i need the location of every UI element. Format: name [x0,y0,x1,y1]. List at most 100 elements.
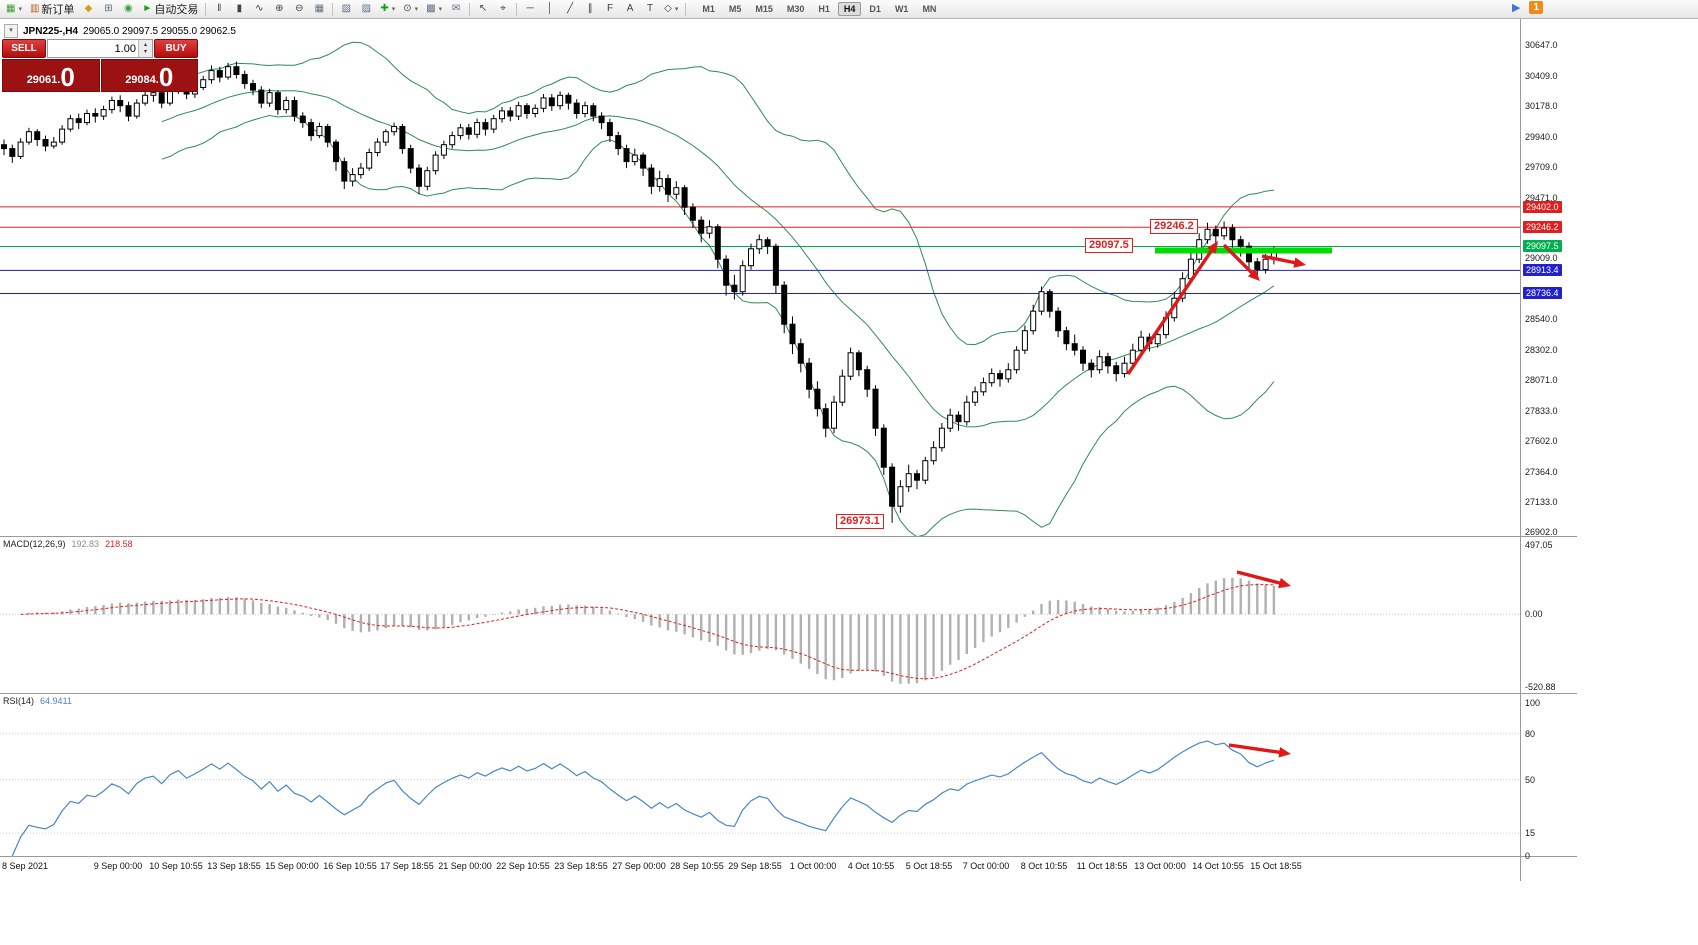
chart-profiles-button[interactable]: ◆ [79,1,97,17]
candle [407,148,414,169]
timeframe-m30-button[interactable]: M30 [781,2,811,16]
macd-panel-canvas[interactable] [0,536,1520,693]
candle [1021,330,1028,351]
trend-arrow[interactable] [1126,246,1215,375]
trend-arrow-head [1278,747,1291,758]
notification-badge[interactable]: 1 [1529,1,1544,14]
panel-separator[interactable] [0,536,1577,537]
buy-price-display[interactable]: 29084. 0 [100,59,198,92]
scroll-to-end-icon[interactable]: ▶ [1512,2,1521,14]
template-selector-button[interactable]: ▩ ▾ [423,1,445,17]
timeframe-h1-button[interactable]: H1 [812,2,836,16]
time-axis-label: 15 Oct 18:55 [1250,861,1302,871]
navigator-button[interactable]: ◉ [119,1,137,17]
new-chart-button[interactable]: ▦ ▾ [3,1,25,17]
candle [1005,369,1012,380]
tile-windows-button[interactable]: ▦ [310,1,328,17]
candle [1030,310,1037,332]
time-axis-label: 23 Sep 18:55 [554,861,608,871]
crosshair-tool-button[interactable]: ⌖ [494,1,512,17]
candle [142,94,149,104]
candle [889,466,896,507]
cascade-windows-button[interactable]: ▧ [337,1,355,17]
price-tick: 27133.0 [1525,497,1558,507]
volume-input[interactable] [48,40,138,57]
candle [864,369,871,390]
chart-bars-mode-button[interactable]: ‖ [210,1,228,17]
timeframe-d1-button[interactable]: D1 [863,2,887,16]
text-tool-button[interactable]: A [621,1,639,17]
panel-separator[interactable] [0,856,1577,857]
candle [748,248,754,267]
period-selector-button[interactable]: ⊙ ▾ [400,1,421,17]
candle [474,122,481,135]
timeframe-h4-button[interactable]: H4 [837,2,862,16]
candle [233,66,240,76]
candle [789,323,796,345]
timeframe-mn-button[interactable]: MN [916,2,942,16]
label-tool-button[interactable]: T [641,1,659,17]
autotrading-button[interactable]: ► 自动交易 [139,1,201,17]
rsi-line [11,740,1275,856]
trend-arrow[interactable] [1222,243,1256,277]
timeframe-m5-button[interactable]: M5 [723,2,748,16]
market-watch-button[interactable]: ⊞ [99,1,117,17]
fibonacci-tool-button[interactable]: F [601,1,619,17]
trend-arrow[interactable] [1228,743,1284,755]
chart-candles-mode-button[interactable]: ▮ [230,1,248,17]
candle [133,102,140,117]
trend-arrow[interactable] [1261,254,1299,266]
candle [117,100,124,107]
sell-price-display[interactable]: 29061. 0 [2,59,100,92]
chart-line-mode-button[interactable]: ∿ [250,1,268,17]
mailbox-button[interactable]: ✉ [447,1,465,17]
cursor-tool-button[interactable]: ↖ [474,1,492,17]
candle [988,373,995,384]
candle [615,135,622,150]
chart-dropdown-icon[interactable]: ▾ [4,24,18,38]
volume-field: ▴ ▾ [47,39,153,58]
timeframe-m1-button[interactable]: M1 [696,2,721,16]
timeframe-w1-button[interactable]: W1 [889,2,915,16]
candle [341,161,348,182]
shapes-tool-button[interactable]: ◇ ▾ [661,1,681,17]
zoom-out-button[interactable]: ⊖ [290,1,308,17]
panel-separator[interactable] [0,693,1577,694]
rsi-panel-canvas[interactable] [0,693,1520,856]
caret-down-icon: ▾ [414,6,419,13]
candle [723,258,730,286]
trendline-tool-button[interactable]: ╱ [561,1,579,17]
main-chart-canvas[interactable] [0,19,1520,536]
zoom-in-button[interactable]: ⊕ [270,1,288,17]
vline-tool-button[interactable]: │ [541,1,559,17]
text-tool-icon: A [626,3,634,14]
buy-price-small: 29084. [125,74,159,86]
trend-arrow[interactable] [1236,570,1284,586]
candle [1088,362,1095,371]
candle [997,373,1003,380]
one-click-order-row: SELL ▴ ▾ BUY [2,39,198,58]
add-indicator-button[interactable]: ✚ ▾ [377,1,398,17]
volume-up-icon[interactable]: ▴ [143,41,147,48]
candle [1063,330,1070,345]
price-level-label[interactable]: 29246.2 [1150,219,1198,234]
caret-down-icon: ▾ [391,6,396,13]
sell-button[interactable]: SELL [2,39,46,58]
volume-down-icon[interactable]: ▾ [143,48,147,55]
rsi-scale-tick: 15 [1525,828,1536,838]
candle [731,284,738,293]
arrange-windows-button[interactable]: ▨ [357,1,375,17]
buy-button[interactable]: BUY [154,39,198,58]
price-level-label[interactable]: 26973.1 [836,514,884,529]
candle [490,118,497,130]
new-order-button[interactable]: ▥ 新订单 [27,1,77,17]
hline-tool-button[interactable]: ─ [521,1,539,17]
candle [366,152,373,169]
candle [1038,291,1045,312]
candle [573,102,580,114]
price-level-label[interactable]: 29097.5 [1085,238,1133,253]
channel-tool-button[interactable]: ∥ [581,1,599,17]
timeframe-m15-button[interactable]: M15 [749,2,779,16]
candle [9,148,16,157]
support-zone[interactable] [1155,247,1332,254]
